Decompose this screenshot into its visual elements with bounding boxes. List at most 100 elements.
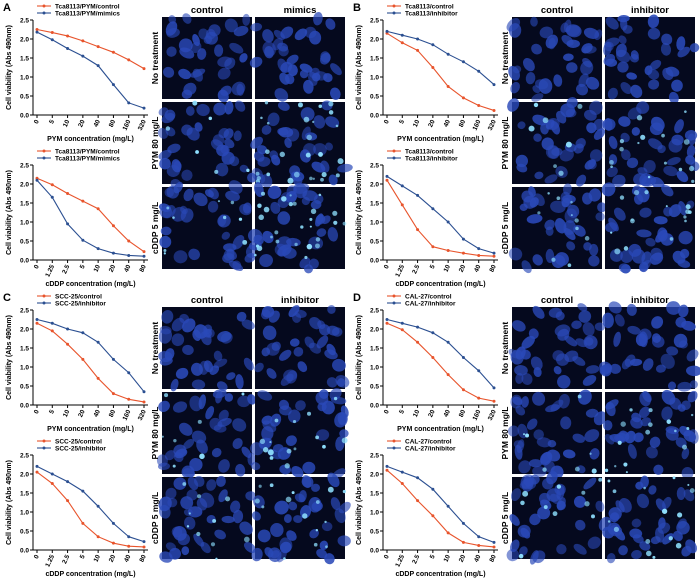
legend-marker [42,149,46,153]
apoptotic-nucleus [525,433,530,438]
x-tick-label: 5 [429,264,437,271]
apoptotic-nucleus [242,239,248,245]
cell-nucleus [274,500,289,515]
data-point [127,544,131,548]
cell-nucleus [517,121,526,130]
cell-nucleus [529,513,541,526]
y-tick-label: 2.0 [370,472,379,479]
cell-nucleus [213,102,227,116]
cell-nucleus [316,335,329,349]
cell-nucleus [327,472,340,488]
x-tick-label: 320 [487,409,498,422]
cell-nucleus [594,29,603,41]
cell-nucleus [627,443,637,459]
cell-nucleus [262,420,277,433]
data-point [66,327,70,331]
data-point [400,184,404,188]
cell-nucleus [206,479,217,491]
cell-nucleus [295,400,306,411]
cell-nucleus [506,548,520,562]
cell-nucleus [189,395,202,412]
cell-nucleus [183,438,195,450]
apoptotic-nucleus [214,169,219,174]
cell-nucleus [626,72,638,80]
cell-nucleus [514,365,528,376]
cell-nucleus [668,91,679,104]
apoptotic-nucleus [197,494,202,499]
cell-nucleus [532,254,543,266]
y-tick-label: 1.0 [370,510,379,517]
cell-nucleus [309,316,322,330]
cell-nucleus [234,100,246,112]
apoptotic-nucleus [161,435,164,438]
cell-nucleus [291,466,304,478]
data-point [431,331,435,335]
chart-a-bottom: 0.0 0.5 1.0 1.5 2.0 2.5 0 1.25 2.5 5 10 20 40 80cDDP … [6,149,148,288]
data-point [142,400,146,404]
cell-nucleus [239,53,248,63]
cell-nucleus [171,317,185,332]
cell-nucleus [243,541,257,554]
cell-nucleus [288,409,301,423]
legend-marker [42,156,46,160]
data-point [385,321,389,325]
legend-marker [392,446,396,450]
cell-nucleus [686,349,699,362]
data-point [477,104,481,107]
series-line [386,318,495,389]
data-point [81,489,85,493]
apoptotic-nucleus [598,477,603,482]
apoptotic-nucleus [289,194,292,197]
cell-nucleus [188,248,200,261]
cell-nucleus [681,400,691,410]
cell-nucleus [288,305,300,318]
cell-nucleus [666,301,681,315]
apoptotic-nucleus [281,196,287,202]
apoptotic-nucleus [552,511,558,517]
apoptotic-nucleus [255,244,260,248]
x-tick-label: 40 [123,264,133,274]
cell-nucleus [620,17,628,31]
apoptotic-nucleus [543,505,548,510]
data-point [477,543,481,547]
cell-nucleus [218,459,230,473]
cell-nucleus [192,68,203,82]
apoptotic-nucleus [260,116,263,120]
cell-nucleus [159,235,172,248]
apoptotic-nucleus [292,419,297,424]
data-point [50,329,54,333]
y-tick-label: 2.5 [20,308,29,315]
apoptotic-nucleus [577,103,583,109]
legend-marker [392,439,396,443]
panel-letter: B [353,2,361,14]
apoptotic-nucleus [607,479,611,483]
row-label: PYM 80 mg/L [500,407,510,460]
cell-nucleus [209,417,223,431]
cell-nucleus [687,390,698,403]
cell-nucleus [205,406,215,420]
cell-nucleus [257,390,273,401]
data-point [81,331,85,335]
y-axis-label: Cell viability (Abs 490nm) [6,25,13,110]
apoptotic-nucleus [291,491,295,495]
x-tick-label: 2.5 [61,554,71,565]
cell-nucleus [173,444,187,457]
cell-nucleus [578,310,592,323]
apoptotic-nucleus [617,440,622,445]
data-point [492,386,496,390]
cell-nucleus [250,22,263,32]
cell-nucleus [673,333,688,348]
apoptotic-nucleus [312,177,315,180]
data-point [66,222,70,226]
data-point [111,83,115,87]
legend-label: SCC-25/control [55,294,102,301]
apoptotic-nucleus [556,196,561,201]
x-tick-label: 5 [398,409,406,416]
apoptotic-nucleus [163,248,167,252]
cell-nucleus [636,229,652,238]
cell-nucleus [636,493,650,509]
x-tick-label: 0 [383,119,391,126]
apoptotic-nucleus [269,483,274,488]
cell-nucleus [208,187,219,200]
cell-nucleus [605,58,618,67]
